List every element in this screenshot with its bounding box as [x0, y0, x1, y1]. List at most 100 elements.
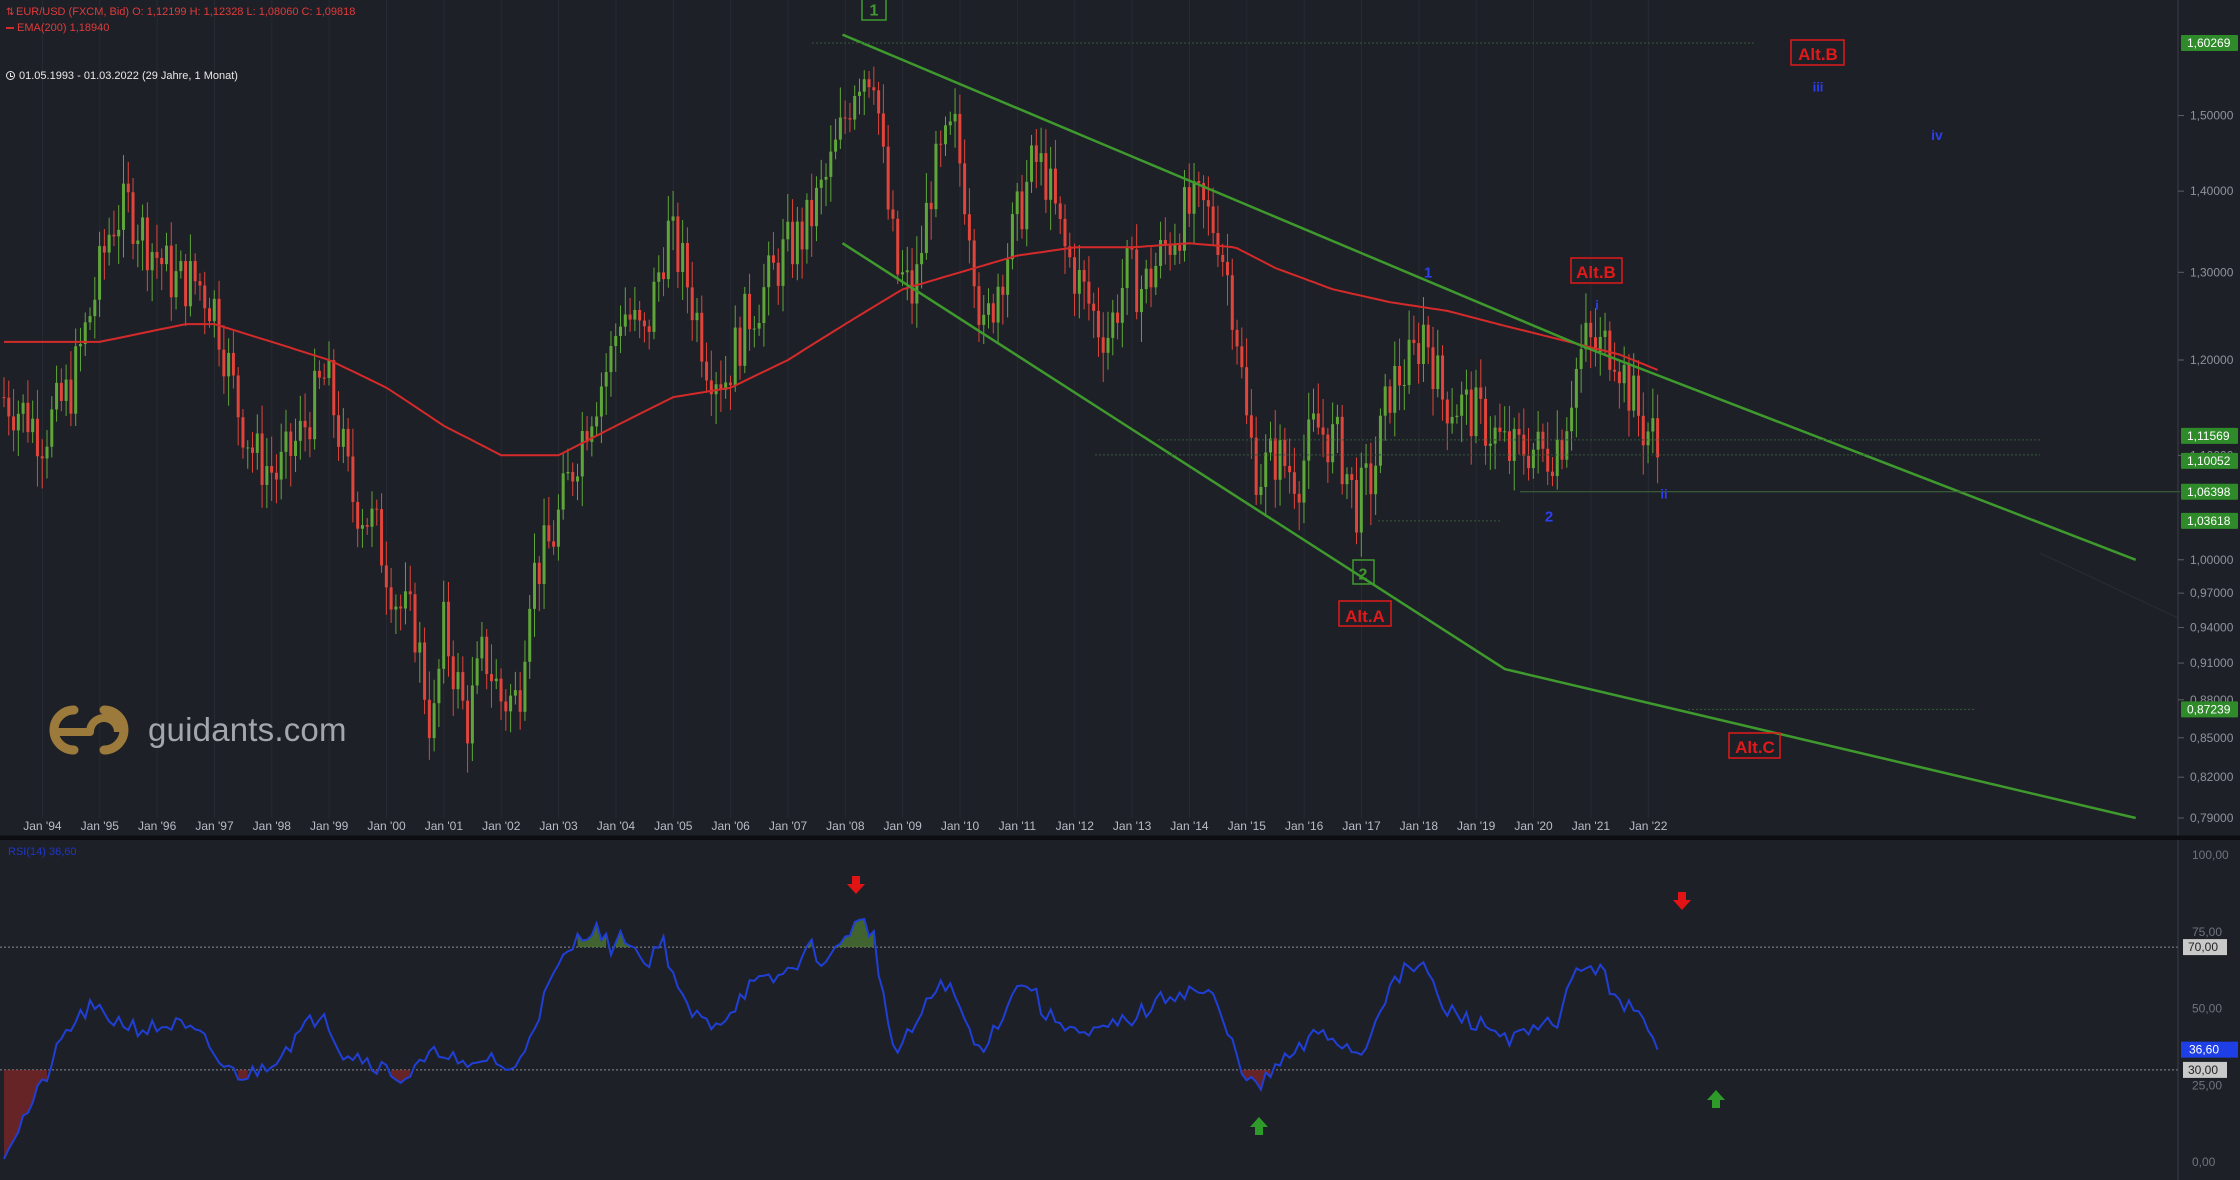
candle	[1436, 329, 1440, 398]
candle	[566, 448, 570, 481]
wave-label: i	[1595, 298, 1599, 313]
candle-body	[1503, 431, 1507, 433]
candle-body	[375, 508, 379, 510]
candle	[623, 287, 627, 336]
candle-body	[1603, 330, 1607, 337]
wave-label: 2	[1545, 508, 1553, 525]
candle-body	[561, 473, 565, 510]
channel-lower-line[interactable]	[841, 242, 2136, 820]
x-tick-label: Jan '96	[138, 819, 177, 833]
candle	[222, 325, 226, 394]
candle-body	[786, 221, 790, 240]
candle-body	[1584, 322, 1588, 350]
candle	[370, 491, 374, 547]
arrow-shape	[847, 876, 865, 894]
rsi-chart[interactable]: 0,00 25,00 50,00 75,00 100,00 70,00 30,00 36,60	[0, 840, 2240, 1180]
candle	[819, 159, 823, 215]
candle-body	[1264, 452, 1268, 487]
candle-body	[322, 377, 326, 379]
candle	[714, 371, 718, 425]
candle-body	[413, 594, 417, 653]
rsi-panel[interactable]: 0,00 25,00 50,00 75,00 100,00 70,00 30,00 36,60…	[0, 840, 2240, 1180]
candle	[102, 229, 106, 280]
candle-body	[647, 326, 651, 332]
candle	[791, 199, 795, 278]
candle-body	[117, 229, 121, 237]
candle	[1460, 381, 1464, 443]
candle-body	[1187, 187, 1191, 214]
candle-body	[50, 409, 54, 447]
candle-body	[1469, 389, 1473, 437]
candle	[886, 125, 890, 220]
candle-body	[1565, 431, 1569, 460]
candle-body	[819, 179, 823, 188]
candle	[1116, 294, 1120, 340]
candle	[432, 679, 436, 752]
wave-label-text: 2	[1545, 508, 1553, 525]
candle	[69, 351, 73, 427]
panel-divider[interactable]	[0, 836, 2240, 840]
candle	[1149, 247, 1153, 308]
candle	[996, 273, 1000, 344]
candle-body	[1197, 181, 1201, 184]
candle	[413, 582, 417, 663]
candle-body	[987, 303, 991, 315]
candle-body	[475, 658, 479, 686]
candle-body	[1474, 387, 1478, 437]
candle-body	[1369, 463, 1373, 495]
candle	[475, 641, 479, 695]
price-tag: 1,10052	[2181, 452, 2238, 469]
wave-label-text: 2	[1359, 567, 1368, 584]
candle-body	[1278, 440, 1282, 480]
y-tick-label: 0,97000	[2190, 586, 2234, 600]
price-tag-box	[2181, 452, 2238, 469]
candle	[1412, 315, 1416, 355]
candle	[1168, 232, 1172, 271]
candle	[967, 188, 971, 264]
candle	[881, 84, 885, 164]
candle	[389, 567, 393, 623]
candle-body	[1527, 455, 1531, 469]
channel-upper-line[interactable]	[842, 33, 2137, 561]
candle	[184, 253, 188, 326]
candle	[112, 210, 116, 247]
candle	[403, 562, 407, 625]
candle-body	[1398, 365, 1402, 386]
wave-label: 1	[1424, 264, 1432, 281]
ema-legend-swatch	[6, 27, 14, 30]
candle-body	[399, 606, 403, 609]
candle-body	[1589, 322, 1593, 338]
candle-body	[141, 217, 145, 241]
y-tick-label: 1,50000	[2190, 109, 2234, 123]
candle-body	[843, 117, 847, 119]
candle-body	[1378, 415, 1382, 466]
candle-body	[542, 525, 546, 585]
price-chart-panel[interactable]: 1 2 Alt.A Alt.B Alt.B Alt.C 1 2 i ii iii iv 0,79000…	[0, 0, 2240, 836]
candle-body	[222, 349, 226, 377]
candle	[595, 402, 599, 436]
candle-body	[996, 286, 1000, 323]
candle	[628, 297, 632, 332]
candle	[437, 659, 441, 728]
x-tick-label: Jan '17	[1342, 819, 1381, 833]
candle	[1598, 317, 1602, 376]
candle	[7, 380, 11, 436]
candle-body	[1058, 203, 1062, 219]
candle	[857, 78, 861, 115]
candle	[642, 312, 646, 343]
candle	[924, 173, 928, 260]
candle-body	[21, 402, 25, 414]
wave-label-text: iii	[1813, 80, 1824, 95]
candle	[346, 418, 350, 472]
candle-body	[1211, 206, 1215, 234]
candle	[767, 241, 771, 316]
candle	[456, 652, 460, 709]
candle	[662, 247, 666, 297]
candle	[1010, 202, 1014, 270]
candle-body	[131, 192, 135, 244]
candle	[356, 491, 360, 548]
price-tag-box	[2181, 483, 2238, 500]
candle	[1063, 204, 1067, 274]
candle	[1622, 346, 1626, 403]
